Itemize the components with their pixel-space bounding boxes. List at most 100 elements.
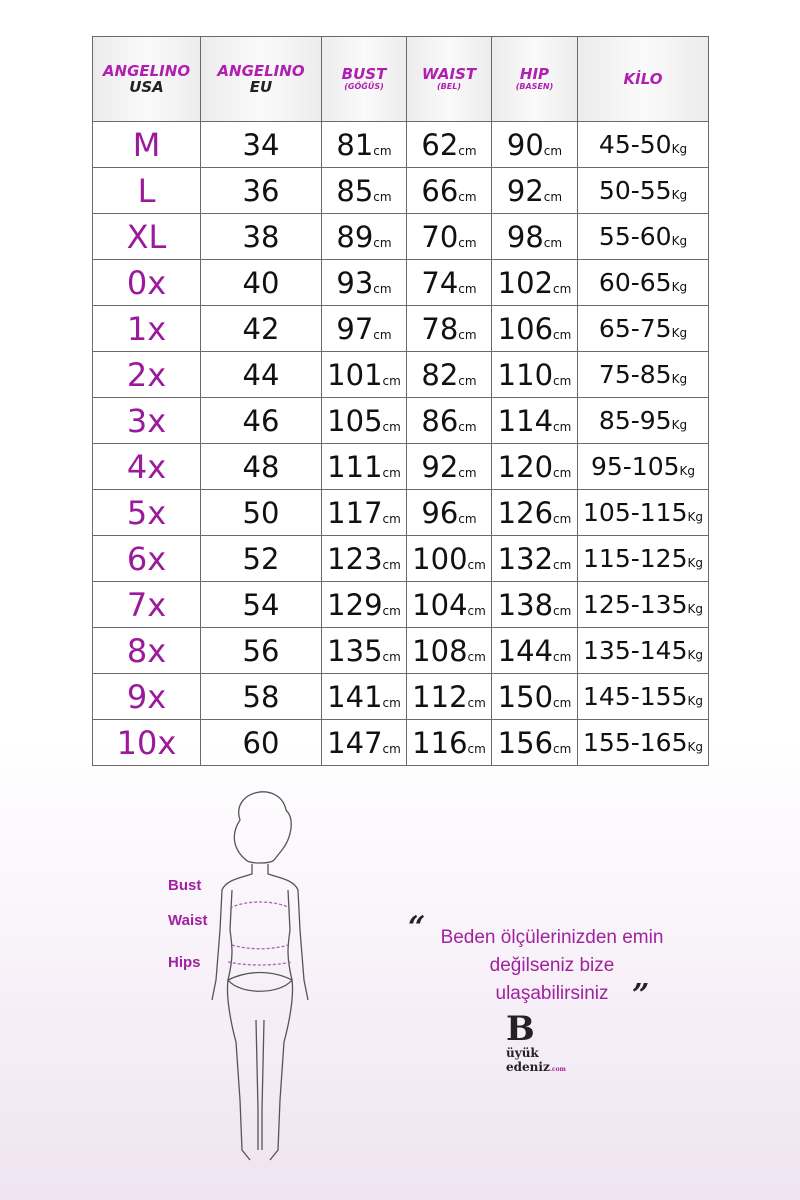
table-cell: 135cm [321, 627, 407, 674]
table-cell: 110cm [491, 351, 578, 398]
table-cell: XL [92, 213, 201, 260]
unit-label: cm [373, 143, 392, 158]
cell-value: 100 [412, 541, 468, 576]
unit-label: Kg [671, 142, 688, 156]
cell-value: 95-105 [590, 452, 680, 481]
unit-label: cm [382, 465, 401, 480]
table-cell: 89cm [321, 213, 407, 260]
cell-value: 123 [327, 541, 383, 576]
cell-value: 55-60 [598, 222, 672, 251]
table-cell: 138cm [491, 581, 578, 628]
unit-label: cm [553, 741, 572, 756]
cell-value: 90 [506, 127, 544, 162]
unit-label: Kg [687, 602, 703, 616]
table-cell: 56 [200, 627, 322, 674]
cell-value: 42 [242, 311, 280, 346]
table-cell: 5x [92, 489, 201, 536]
cell-value: 89 [336, 219, 374, 254]
header-subtitle: EU [249, 78, 273, 96]
cell-value: 147 [327, 725, 383, 760]
table-cell: 50-55Kg [577, 167, 709, 214]
cell-value: 5x [126, 493, 167, 532]
cell-value: 156 [497, 725, 554, 760]
table-cell: 101cm [321, 351, 407, 398]
table-cell: 60-65Kg [577, 259, 709, 306]
table-cell: 111cm [321, 443, 407, 490]
unit-label: Kg [671, 372, 688, 386]
cell-value: 66 [421, 173, 459, 208]
table-row: 6x 52 123cm 100cm 132cm 115-125Kg [92, 535, 709, 582]
table-row: 9x 58 141cm 112cm 150cm 145-155Kg [92, 673, 709, 720]
unit-label: Kg [671, 234, 688, 248]
unit-label: cm [382, 603, 401, 618]
cell-value: 97 [336, 311, 374, 346]
cell-value: 135-145 [583, 636, 688, 665]
table-cell: 95-105Kg [577, 443, 709, 490]
cell-value: 96 [421, 495, 459, 530]
column-header: WAIST (BEL) [406, 36, 492, 122]
table-cell: 98cm [491, 213, 578, 260]
table-cell: 102cm [491, 259, 578, 306]
table-cell: 36 [200, 167, 322, 214]
table-cell: 82cm [406, 351, 492, 398]
table-cell: 106cm [491, 305, 578, 352]
bust-label: Bust [168, 877, 202, 894]
cell-value: 102 [497, 265, 554, 300]
unit-label: Kg [687, 740, 703, 754]
table-cell: 74cm [406, 259, 492, 306]
cell-value: 50 [242, 495, 280, 530]
hips-label: Hips [168, 954, 201, 971]
column-header: HIP (BASEN) [491, 36, 578, 122]
table-cell: 85-95Kg [577, 397, 709, 444]
unit-label: cm [382, 695, 401, 710]
cell-value: 40 [242, 265, 280, 300]
table-cell: 120cm [491, 443, 578, 490]
cell-value: 9x [126, 677, 167, 716]
unit-label: Kg [687, 510, 703, 524]
body-measurement-figure [211, 791, 309, 1161]
table-cell: 117cm [321, 489, 407, 536]
cell-value: 129 [327, 587, 383, 622]
unit-label: cm [373, 281, 392, 296]
unit-label: cm [458, 235, 477, 250]
table-cell: 115-125Kg [577, 535, 709, 582]
table-cell: L [92, 167, 201, 214]
cell-value: 135 [327, 633, 383, 668]
header-translation: (BASEN) [515, 82, 554, 91]
cell-value: 38 [242, 219, 280, 254]
table-cell: 126cm [491, 489, 578, 536]
unit-label: Kg [679, 464, 696, 478]
column-header: ANGELINO EU [200, 36, 322, 122]
table-row: 5x 50 117cm 96cm 126cm 105-115Kg [92, 489, 709, 536]
table-cell: 105cm [321, 397, 407, 444]
cell-value: 74 [421, 265, 459, 300]
table-cell: 86cm [406, 397, 492, 444]
cell-value: 82 [421, 357, 459, 392]
table-cell: 3x [92, 397, 201, 444]
cell-value: 78 [421, 311, 459, 346]
cell-value: 58 [242, 679, 280, 714]
cell-value: 105-115 [583, 498, 688, 527]
table-cell: 44 [200, 351, 322, 398]
cell-value: 85-95 [598, 406, 672, 435]
cell-value: 106 [497, 311, 554, 346]
unit-label: cm [553, 281, 572, 296]
table-cell: 129cm [321, 581, 407, 628]
table-cell: 75-85Kg [577, 351, 709, 398]
unit-label: cm [467, 741, 486, 756]
unit-label: cm [458, 189, 477, 204]
table-cell: 114cm [491, 397, 578, 444]
table-cell: 6x [92, 535, 201, 582]
table-cell: 155-165Kg [577, 719, 709, 766]
cell-value: 141 [327, 679, 383, 714]
cell-value: 65-75 [598, 314, 672, 343]
cell-value: 92 [506, 173, 544, 208]
table-cell: 66cm [406, 167, 492, 214]
table-cell: 125-135Kg [577, 581, 709, 628]
unit-label: cm [458, 373, 477, 388]
table-cell: 58 [200, 673, 322, 720]
unit-label: Kg [671, 188, 688, 202]
table-cell: 40 [200, 259, 322, 306]
header-title: BUST [341, 65, 387, 83]
buyukbedeniz-logo: B üyük edeniz.com [506, 1009, 566, 1074]
